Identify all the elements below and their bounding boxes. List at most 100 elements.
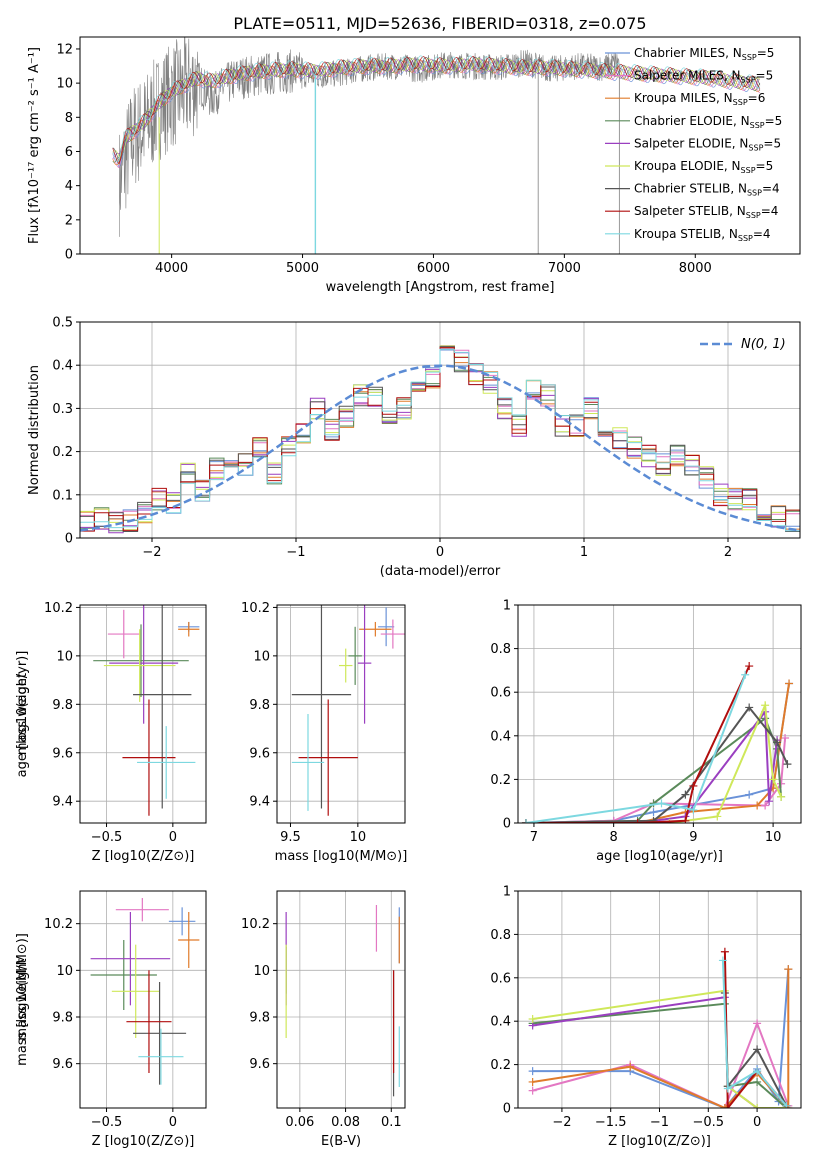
weight-marker — [769, 775, 778, 784]
x-axis-label: Z [log10(Z/Z⊙)] — [92, 1134, 195, 1149]
y-tick-label: 0.6 — [490, 971, 511, 986]
mass-vs-z-panel: −0.5 0 9.6 9.8 10 10.2 Z [log10(Z/Z⊙)] mass [lo… — [15, 890, 207, 1149]
legend-count: =4 — [762, 182, 780, 196]
weight-marker — [649, 816, 658, 823]
axes-frame — [79, 604, 207, 824]
y-tick-label: 10 — [253, 649, 270, 664]
y-tick-label: 10.2 — [44, 601, 73, 616]
y-tick-label: 0 — [65, 248, 73, 263]
gaussian-legend-label: N(0, 1) — [741, 337, 786, 352]
y-tick-label: 10.2 — [241, 917, 270, 932]
axes: 4000 5000 6000 7000 8000 0 2 4 6 8 10 12 wavelength … — [27, 36, 801, 295]
x-tick-label: 4000 — [155, 261, 188, 276]
legend-subscript: SSP — [748, 143, 763, 152]
weight-marker — [785, 679, 794, 688]
y-tick-label: 0.4 — [490, 1015, 511, 1030]
weight-marker — [633, 819, 642, 823]
legend-count: =5 — [757, 46, 775, 60]
y-tick-label: 0.4 — [52, 359, 73, 374]
residual-histogram-panel: −2 −1 0 1 2 0 0.1 0.2 0.3 0.4 0.5 (data-model)/erro… — [27, 316, 801, 579]
y-tick-label: 0 — [65, 532, 73, 547]
x-tick-label: 0 — [753, 1115, 761, 1130]
y-tick-label: 4 — [65, 179, 73, 194]
y-tick-label: 10 — [56, 964, 73, 979]
y-tick-label: 0.2 — [490, 1058, 511, 1073]
mass-weight-vs-z-panel: −2 −1.5 −1 −0.5 0 0 0.2 0.4 0.6 0.8 1 Z [log10(Z/Z⊙… — [15, 885, 802, 1149]
model-spectrum-2 — [112, 59, 761, 166]
weight-marker — [720, 947, 729, 956]
weight-marker — [528, 1015, 537, 1024]
y-tick-label: 0.3 — [52, 402, 73, 417]
model-spectrum-7 — [112, 55, 761, 165]
axes-frame — [79, 36, 801, 255]
legend: Chabrier MILES, NSSP=5 Salpeter MILES, NS… — [605, 46, 782, 243]
y-tick-label: 0.5 — [52, 316, 73, 331]
x-tick-label: 0 — [169, 1115, 177, 1130]
x-tick-label: 5000 — [286, 261, 319, 276]
legend-subscript: SSP — [750, 121, 765, 130]
plot-area — [90, 898, 200, 1085]
weight-line-2 — [532, 969, 790, 1108]
legend-subscript: SSP — [741, 166, 756, 175]
weight-line-4 — [526, 708, 779, 823]
weight-marker — [665, 819, 674, 823]
histogram-series-7 — [80, 347, 800, 532]
weight-marker — [745, 703, 754, 712]
x-axis-label: mass [log10(M/M⊙)] — [275, 849, 408, 864]
y-tick-label: 9.4 — [52, 795, 73, 810]
weight-marker — [765, 797, 774, 806]
model-spectrum-4 — [112, 58, 761, 160]
legend-count: =5 — [756, 69, 774, 83]
x-tick-label: 0.06 — [285, 1115, 314, 1130]
weight-marker — [782, 1101, 791, 1108]
weight-marker — [753, 1077, 762, 1086]
weight-marker — [783, 760, 792, 769]
y-tick-label: 9.6 — [249, 1057, 270, 1072]
x-tick-label: −0.5 — [91, 1115, 123, 1130]
y-tick-label: 1 — [503, 885, 511, 900]
y-tick-label: 0.2 — [52, 445, 73, 460]
y-tick-label: 9.6 — [52, 746, 73, 761]
weight-marker — [681, 816, 690, 823]
axes-frame — [276, 604, 406, 824]
weight-line-7 — [526, 665, 751, 823]
gaussian-curve — [80, 364, 800, 532]
histogram-series-8 — [80, 348, 800, 532]
y-tick-label: 9.8 — [52, 698, 73, 713]
y-tick-label: 9.6 — [249, 746, 270, 761]
weight-marker — [657, 799, 666, 808]
y-tick-label: 1 — [503, 599, 511, 614]
x-tick-label: 10 — [350, 830, 367, 845]
y-tick-label: 10 — [253, 964, 270, 979]
x-tick-label: 1 — [580, 545, 588, 560]
x-tick-label: 10 — [765, 830, 782, 845]
age-vs-z-panel: −0.5 0 9.4 9.6 9.8 10 10.2 Z [log10(Z/Z⊙)] age [… — [15, 601, 207, 864]
y-axis-label: mass weight — [15, 673, 30, 755]
axes: −0.5 0 9.4 9.6 9.8 10 10.2 Z [log10(Z/Z⊙)] age [… — [15, 601, 207, 864]
legend-count: =4 — [753, 227, 771, 241]
weight-marker — [781, 733, 790, 742]
y-axis-label: age [log10(age/yr)] — [15, 651, 30, 778]
legend-count: =6 — [748, 91, 766, 105]
y-tick-label: 10 — [56, 649, 73, 664]
weight-marker — [723, 1104, 732, 1108]
weight-marker — [777, 792, 786, 801]
legend-entry: Chabrier MILES, NSSP=5 — [634, 46, 774, 62]
weight-marker — [753, 1019, 762, 1028]
y-tick-label: 0 — [503, 1102, 511, 1117]
legend-entry: Kroupa MILES, NSSP=6 — [634, 91, 765, 107]
y-tick-label: 10.2 — [44, 917, 73, 932]
y-tick-label: 10.2 — [241, 601, 270, 616]
weight-marker — [713, 812, 722, 821]
weight-marker — [689, 781, 698, 790]
axes: 0.06 0.08 0.1 9.6 9.8 10 10.2 E(B-V) — [241, 890, 406, 1149]
weight-marker — [720, 1104, 729, 1108]
axes-frame — [276, 890, 406, 1109]
y-tick-label: 12 — [56, 42, 73, 57]
x-tick-label: 9.5 — [280, 830, 301, 845]
weight-marker — [784, 965, 793, 974]
weight-marker — [689, 805, 698, 814]
y-tick-label: 2 — [65, 213, 73, 228]
